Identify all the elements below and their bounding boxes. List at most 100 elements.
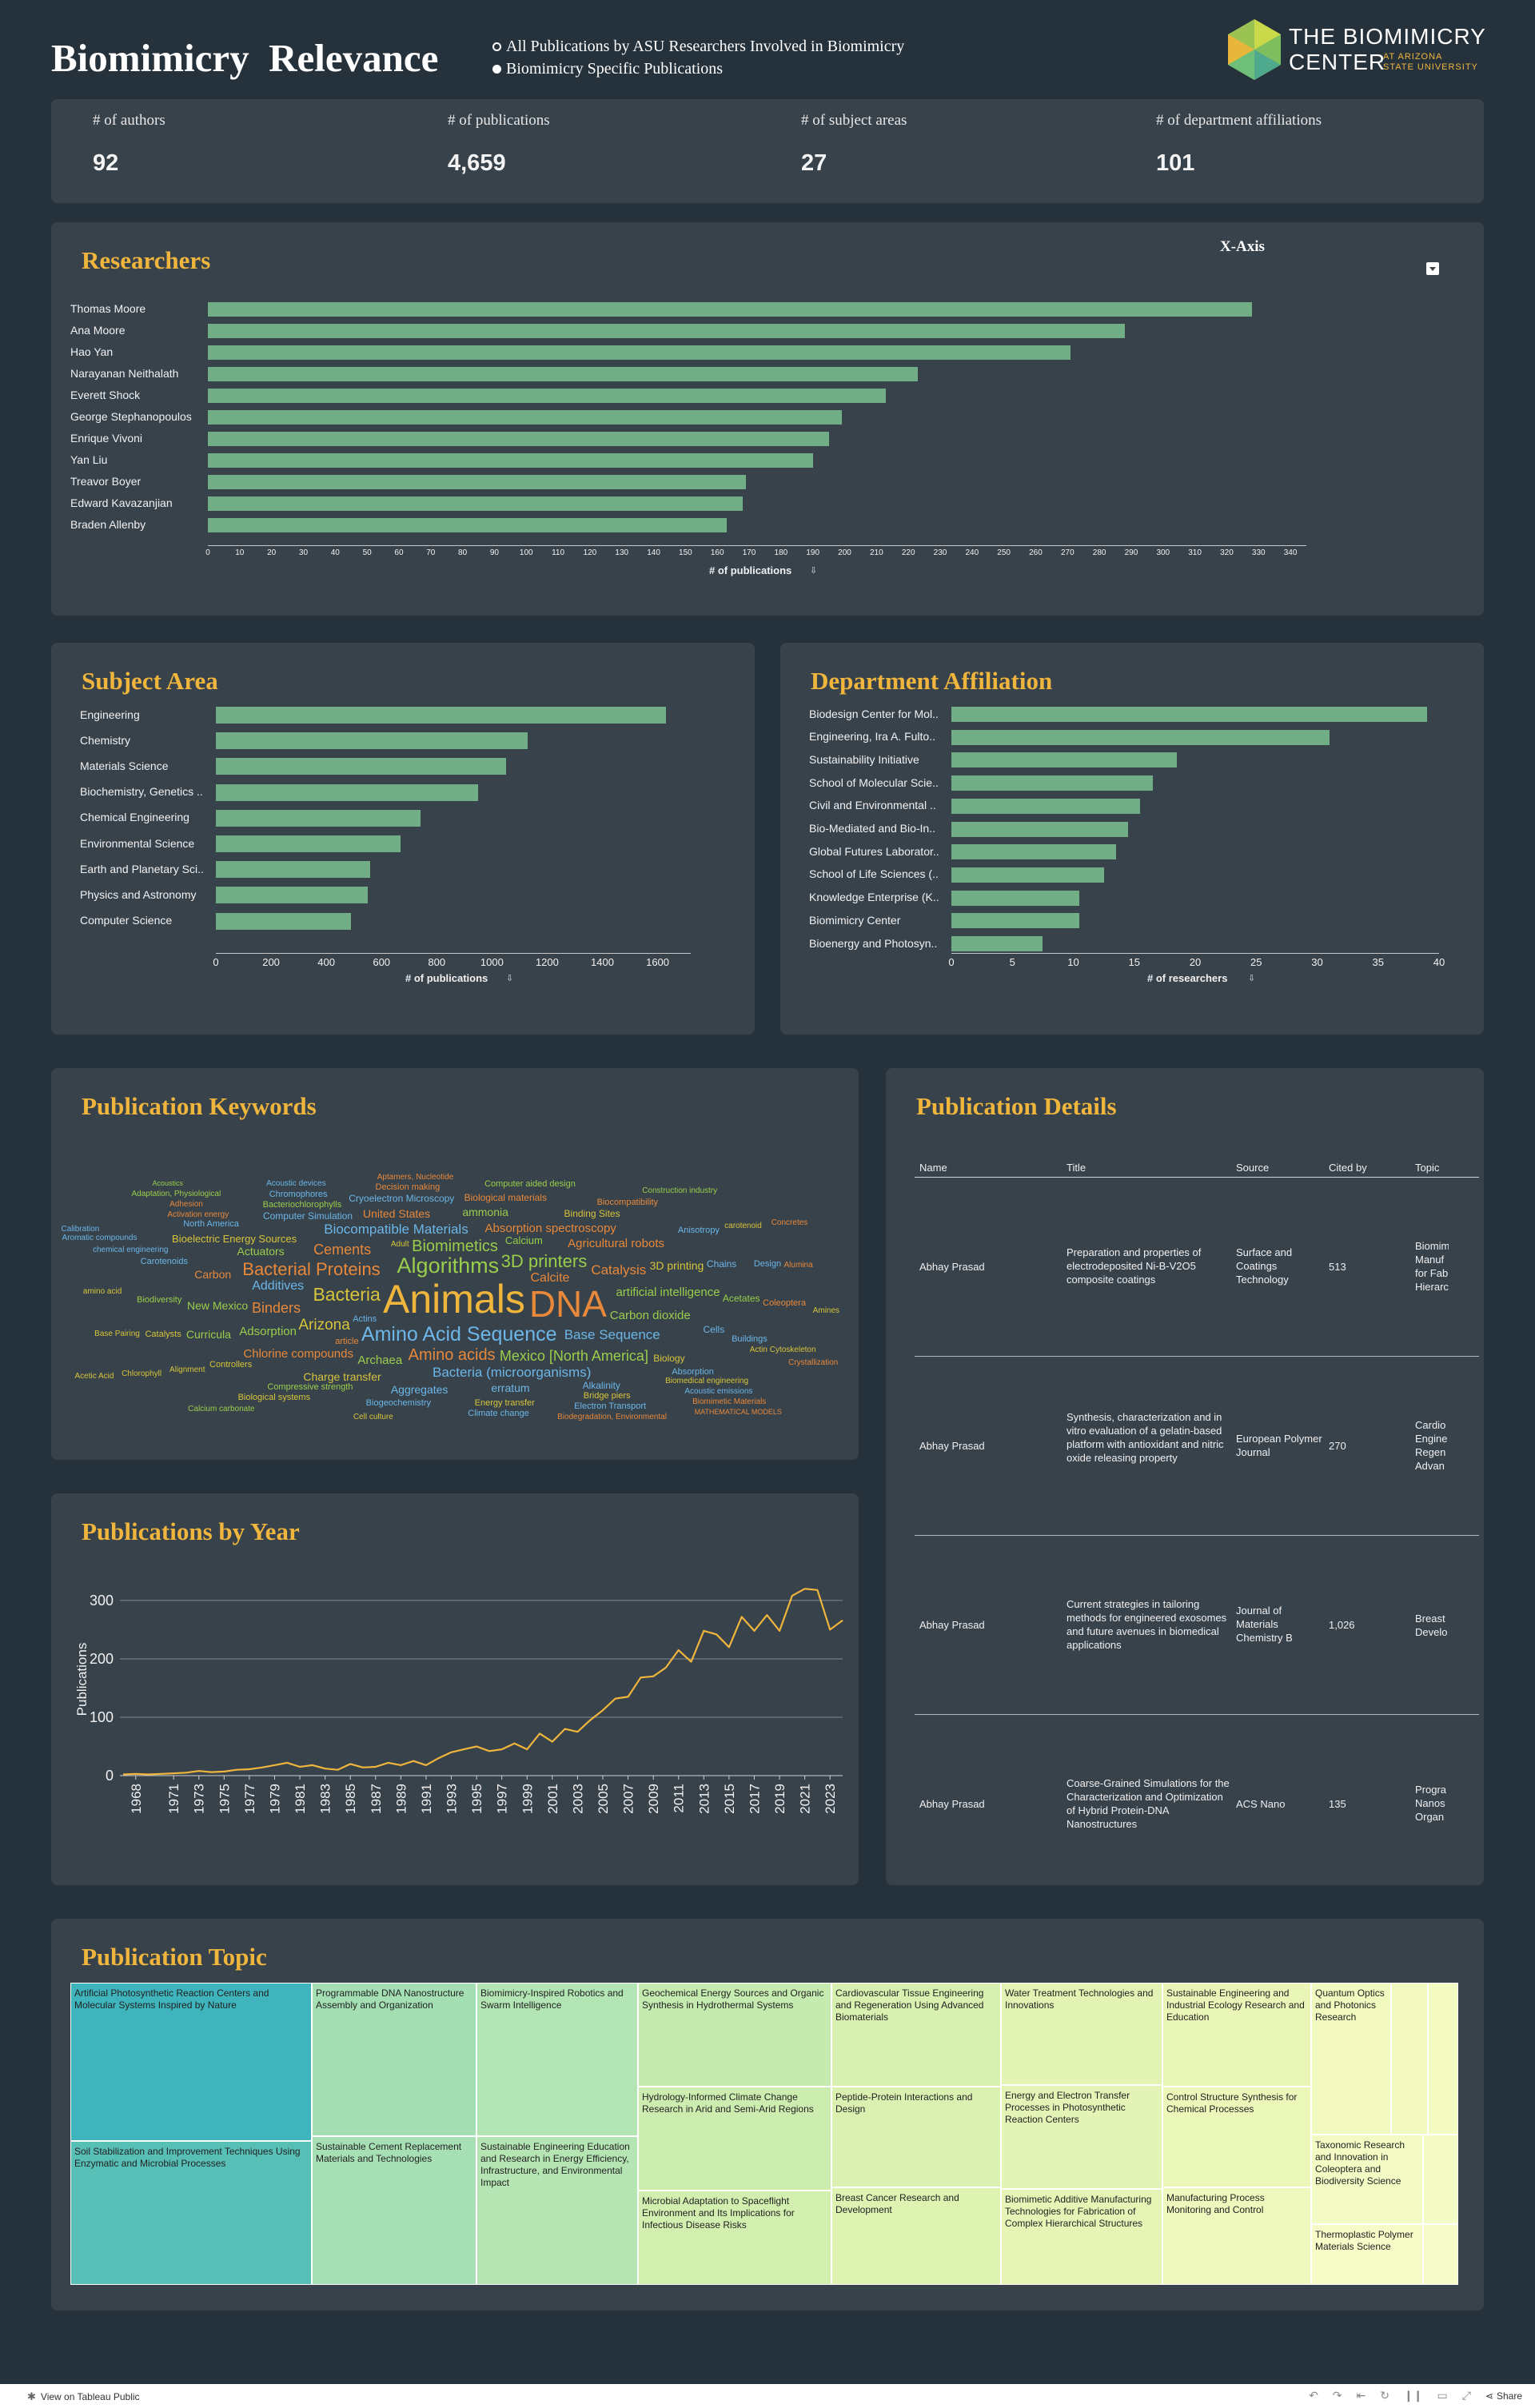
bar[interactable]: [951, 890, 1080, 906]
keyword[interactable]: Computer Simulation: [262, 1210, 353, 1222]
keyword[interactable]: Bioelectric Energy Sources: [172, 1232, 297, 1245]
treemap-tile[interactable]: Biomimetic Additive Manufacturing Techno…: [1001, 2189, 1162, 2285]
bar[interactable]: [951, 752, 1178, 768]
treemap-tile[interactable]: [1391, 1983, 1428, 2135]
sort-icon[interactable]: ⇩: [1248, 974, 1256, 983]
keyword[interactable]: Agricultural robots: [568, 1237, 664, 1251]
keyword[interactable]: Additives: [252, 1279, 305, 1294]
bar[interactable]: [951, 913, 1080, 929]
table-row[interactable]: Abhay Prasad Current strategies in tailo…: [915, 1535, 1479, 1715]
treemap-tile[interactable]: [1423, 2224, 1458, 2285]
keyword[interactable]: Adaptation, Physiological: [131, 1190, 221, 1199]
col-header-topic[interactable]: Topic: [1415, 1162, 1440, 1174]
bar[interactable]: [951, 844, 1116, 860]
bar[interactable]: [216, 758, 506, 775]
keyword[interactable]: Absorption spectroscopy: [484, 1221, 616, 1235]
keyword[interactable]: Carbon: [194, 1267, 232, 1281]
keyword[interactable]: Cryoelectron Microscopy: [349, 1192, 455, 1204]
bar[interactable]: [216, 861, 371, 879]
bar[interactable]: [208, 496, 744, 511]
bar[interactable]: [216, 912, 352, 930]
keyword[interactable]: article: [335, 1337, 359, 1347]
keyword[interactable]: Anisotropy: [677, 1226, 720, 1236]
keyword[interactable]: Concretes: [771, 1218, 808, 1228]
treemap-tile[interactable]: Energy and Electron Transfer Processes i…: [1001, 2085, 1162, 2189]
bar[interactable]: [216, 835, 401, 852]
keyword[interactable]: Chromophores: [269, 1190, 328, 1200]
col-header-source[interactable]: Source: [1236, 1162, 1270, 1174]
bar[interactable]: [951, 775, 1153, 791]
keyword[interactable]: Crystallization: [788, 1357, 839, 1367]
treemap-tile[interactable]: Sustainable Engineering Education and Re…: [476, 2136, 638, 2285]
table-row[interactable]: Abhay Prasad Preparation and properties …: [915, 1177, 1479, 1357]
keyword[interactable]: Calcium carbonate: [188, 1404, 255, 1413]
keyword[interactable]: Computer aided design: [484, 1178, 576, 1189]
fullscreen-icon[interactable]: ⤢: [1461, 2389, 1471, 2402]
keyword[interactable]: Arizona: [298, 1317, 350, 1334]
keyword[interactable]: Mexico [North America]: [499, 1348, 648, 1365]
treemap-tile[interactable]: Sustainable Engineering and Industrial E…: [1162, 1983, 1311, 2087]
keyword[interactable]: Compressive strength: [267, 1382, 353, 1393]
keyword[interactable]: Actins: [353, 1314, 377, 1325]
keyword[interactable]: Bacteria (microorganisms): [433, 1365, 592, 1381]
keyword[interactable]: Calcium: [504, 1234, 543, 1247]
col-header-title[interactable]: Title: [1067, 1162, 1086, 1174]
bar[interactable]: [208, 432, 829, 446]
keyword[interactable]: Base Pairing: [94, 1329, 140, 1338]
keyword[interactable]: erratum: [491, 1381, 530, 1395]
undo-icon[interactable]: ↶: [1309, 2389, 1318, 2402]
keyword[interactable]: Activation energy: [167, 1210, 229, 1219]
keyword[interactable]: Acoustic devices: [266, 1179, 326, 1189]
keyword[interactable]: 3D printers: [500, 1250, 588, 1271]
keyword[interactable]: Biomimetic Materials: [692, 1397, 767, 1406]
bar[interactable]: [208, 518, 728, 532]
keyword[interactable]: Biocompatibility: [596, 1198, 659, 1208]
table-row[interactable]: Abhay Prasad Coarse-Grained Simulations …: [915, 1714, 1479, 1864]
bar[interactable]: [216, 732, 528, 750]
keyword[interactable]: Base Sequence: [564, 1326, 660, 1342]
bar[interactable]: [216, 707, 666, 724]
keyword[interactable]: Binders: [251, 1300, 301, 1317]
keyword[interactable]: Acetates: [722, 1292, 760, 1304]
keyword[interactable]: Bacteriochlorophylls: [262, 1200, 342, 1210]
keyword[interactable]: Biodegradation, Environmental: [557, 1413, 667, 1422]
keyword[interactable]: Chains: [706, 1258, 737, 1270]
treemap-tile[interactable]: Soil Stabilization and Improvement Techn…: [70, 2141, 312, 2285]
treemap-tile[interactable]: [1423, 2135, 1458, 2224]
keyword[interactable]: Biocompatible Materials: [324, 1222, 468, 1237]
bar[interactable]: [216, 887, 368, 904]
keyword[interactable]: Cements: [313, 1242, 372, 1258]
keyword[interactable]: Adhesion: [169, 1200, 203, 1210]
keyword[interactable]: Biology: [653, 1353, 685, 1365]
keyword[interactable]: Amines: [812, 1306, 840, 1315]
legend-item-specific[interactable]: Biomimicry Specific Publications: [492, 58, 904, 80]
keyword[interactable]: Amino Acid Sequence: [361, 1323, 557, 1346]
keyword[interactable]: ammonia: [462, 1205, 508, 1218]
treemap-tile[interactable]: Taxonomic Research and Innovation in Col…: [1311, 2135, 1423, 2224]
keyword[interactable]: Calcite: [530, 1271, 570, 1286]
keyword[interactable]: Adult: [390, 1239, 409, 1249]
keyword[interactable]: Binding Sites: [564, 1207, 620, 1219]
keyword[interactable]: Acoustic emissions: [684, 1386, 753, 1396]
bar[interactable]: [216, 809, 421, 827]
keyword[interactable]: Archaea: [357, 1354, 403, 1368]
keyword[interactable]: Alkalinity: [582, 1380, 620, 1392]
keyword[interactable]: Catalysts: [145, 1330, 181, 1340]
sort-icon[interactable]: ⇩: [506, 974, 514, 983]
bar[interactable]: [208, 367, 919, 381]
keyword[interactable]: Carbon dioxide: [609, 1309, 691, 1323]
legend-item-all[interactable]: All Publications by ASU Researchers Invo…: [492, 35, 904, 58]
keyword[interactable]: Bridge piers: [583, 1390, 631, 1401]
treemap-tile[interactable]: Microbial Adaptation to Spaceflight Envi…: [638, 2191, 831, 2285]
keyword[interactable]: Acetic Acid: [74, 1371, 114, 1381]
keyword[interactable]: North America: [183, 1219, 239, 1230]
keyword[interactable]: chemical engineering: [92, 1246, 169, 1255]
bar[interactable]: [951, 729, 1330, 745]
keyword[interactable]: carotenoid: [724, 1222, 762, 1231]
keyword[interactable]: Design: [753, 1259, 782, 1269]
keyword[interactable]: United States: [363, 1207, 431, 1221]
keyword[interactable]: Calibration: [61, 1224, 100, 1234]
treemap-tile[interactable]: Breast Cancer Research and Development: [831, 2187, 1001, 2285]
treemap-tile[interactable]: Manufacturing Process Monitoring and Con…: [1162, 2187, 1311, 2285]
keyword[interactable]: Actuators: [237, 1244, 285, 1258]
